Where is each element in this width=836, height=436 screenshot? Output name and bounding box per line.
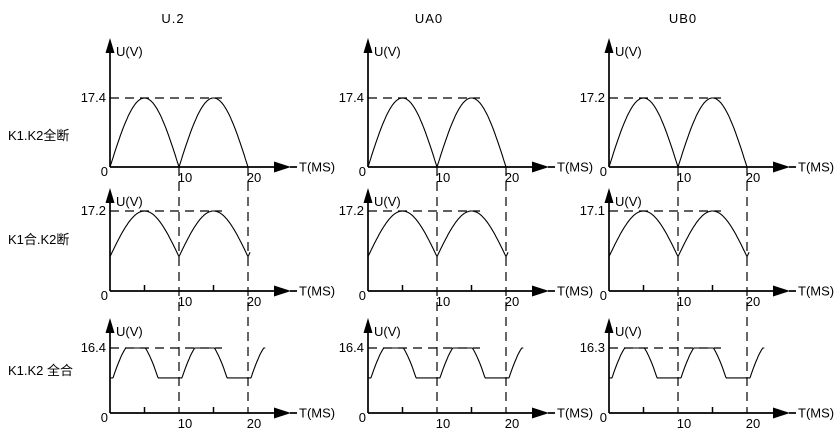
y-axis-arrow-icon [105,318,115,333]
x-axis-arrow-icon [532,285,549,297]
x-axis-arrow-icon [532,161,549,173]
origin-label: 0 [359,164,366,179]
x-axis-label: T(MS) [798,284,834,299]
tick-label-20: 20 [746,416,760,431]
tick-label-10: 10 [178,416,192,431]
y-axis-label: U(V) [615,44,642,59]
tick-label-10: 10 [436,294,450,309]
x-axis-label: T(MS) [299,284,335,299]
x-axis-label: T(MS) [798,160,834,175]
tick-label-20: 20 [247,170,261,185]
x-axis-arrow-icon [274,407,291,419]
origin-label: 0 [101,164,108,179]
y-axis-label: U(V) [116,324,143,339]
peak-value-label: 16.4 [81,340,106,355]
tick-label-10: 10 [677,416,691,431]
y-axis-arrow-icon [363,318,373,333]
waveform-path [367,210,509,258]
y-axis-label: U(V) [116,194,143,209]
column-title-ua0: UA0 [414,11,444,26]
column-title-ub0: UB0 [668,11,698,26]
origin-label: 0 [359,288,366,303]
peak-value-label: 17.2 [339,203,364,218]
x-axis-arrow-icon [773,407,790,419]
origin-label: 0 [600,410,607,425]
tick-label-20: 20 [746,294,760,309]
tick-label-20: 20 [746,170,760,185]
y-axis-arrow-icon [363,38,373,53]
waveform-path [368,347,524,379]
waveform-path [608,210,750,258]
x-axis-arrow-icon [274,285,291,297]
x-axis-label: T(MS) [299,160,335,175]
y-axis-label: U(V) [615,194,642,209]
y-axis-arrow-icon [604,318,614,333]
waveform-path [110,347,266,379]
tick-label-10: 10 [677,294,691,309]
tick-label-20: 20 [505,294,519,309]
y-axis-label: U(V) [374,44,401,59]
tick-label-10: 10 [178,294,192,309]
tick-label-10: 10 [178,170,192,185]
y-axis-label: U(V) [615,324,642,339]
peak-value-label: 17.4 [339,90,364,105]
peak-value-label: 17.2 [81,203,106,218]
peak-value-label: 17.4 [81,90,106,105]
tick-label-10: 10 [436,170,450,185]
peak-value-label: 16.4 [339,340,364,355]
x-axis-arrow-icon [532,407,549,419]
y-axis-arrow-icon [604,188,614,203]
waveform-path [367,97,507,169]
tick-label-20: 20 [505,416,519,431]
x-axis-arrow-icon [274,161,291,173]
x-axis-arrow-icon [773,285,790,297]
origin-label: 0 [359,410,366,425]
origin-label: 0 [600,164,607,179]
origin-label: 0 [600,288,607,303]
waveform-path [109,210,251,258]
tick-label-10: 10 [677,170,691,185]
row-label-k1-k2-all-closed: K1.K2 全合 [8,363,74,378]
y-axis-arrow-icon [604,38,614,53]
peak-value-label: 16.3 [580,340,605,355]
y-axis-label: U(V) [374,324,401,339]
tick-label-20: 20 [247,416,261,431]
row-label-k1-closed-k2-open: K1合.K2断 [8,232,70,247]
x-axis-label: T(MS) [557,406,593,421]
x-axis-label: T(MS) [299,406,335,421]
y-axis-arrow-icon [363,188,373,203]
y-axis-label: U(V) [374,194,401,209]
origin-label: 0 [101,410,108,425]
waveform-path [609,347,765,379]
waveform-path [608,97,748,169]
origin-label: 0 [101,288,108,303]
x-axis-arrow-icon [773,161,790,173]
waveform-path [109,97,249,169]
row-label-k1-k2-all-open: K1.K2全断 [8,128,70,143]
y-axis-arrow-icon [105,188,115,203]
x-axis-label: T(MS) [798,406,834,421]
y-axis-arrow-icon [105,38,115,53]
tick-label-20: 20 [247,294,261,309]
x-axis-label: T(MS) [557,160,593,175]
y-axis-label: U(V) [116,44,143,59]
peak-value-label: 17.2 [580,90,605,105]
tick-label-20: 20 [505,170,519,185]
peak-value-label: 17.1 [580,203,605,218]
x-axis-label: T(MS) [557,284,593,299]
column-title-u2: U.2 [161,11,185,26]
tick-label-10: 10 [436,416,450,431]
